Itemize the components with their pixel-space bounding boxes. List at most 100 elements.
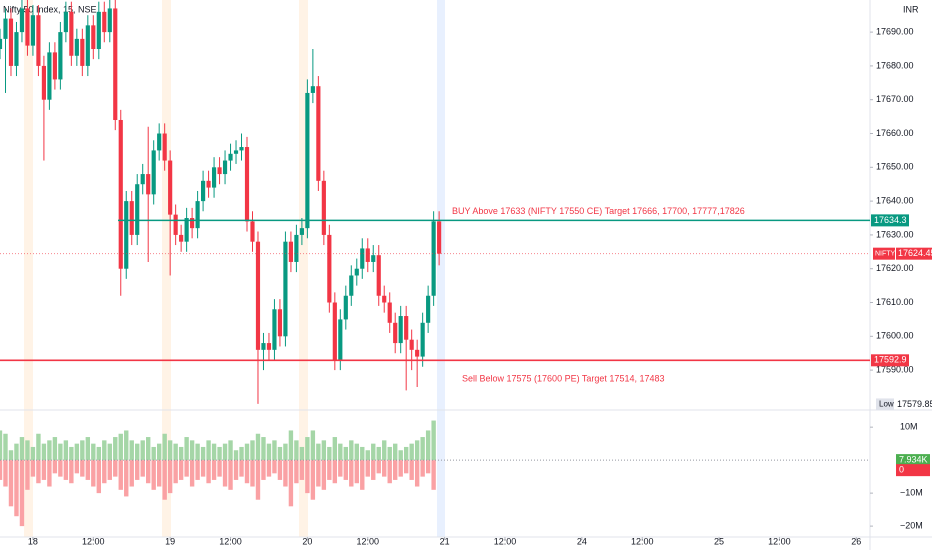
candle-body xyxy=(47,52,52,100)
volume-bar xyxy=(36,433,41,461)
volume-bar xyxy=(118,460,123,490)
volume-bar xyxy=(58,460,63,477)
volume-bar xyxy=(36,460,41,484)
candle-body xyxy=(360,248,365,269)
candle-body xyxy=(272,309,277,350)
candle-body xyxy=(398,316,403,344)
y-tick-label: 17650.00 xyxy=(876,162,914,172)
volume-bar xyxy=(354,460,359,484)
candle-body xyxy=(233,150,239,154)
volume-bar xyxy=(124,460,129,497)
volume-bar xyxy=(299,446,305,461)
candle-body xyxy=(294,234,299,262)
candle-body xyxy=(376,255,381,296)
volume-bar xyxy=(47,440,52,461)
volume-bar xyxy=(414,460,420,487)
low-label: Low xyxy=(879,400,894,409)
volume-bar xyxy=(371,443,376,461)
level-badge xyxy=(871,354,909,367)
session-band xyxy=(299,0,308,537)
volume-bar xyxy=(272,440,277,461)
volume-bar xyxy=(195,443,200,461)
candle-body xyxy=(173,214,178,235)
volume-bar xyxy=(30,460,36,477)
candle-body xyxy=(382,295,387,303)
session-band xyxy=(162,0,171,537)
volume-bar xyxy=(332,437,338,461)
volume-bar xyxy=(425,430,431,461)
volume-bar xyxy=(107,460,112,480)
volume-bar xyxy=(294,440,299,461)
volume-bar xyxy=(250,440,255,461)
volume-bar xyxy=(162,433,167,461)
candle-body xyxy=(354,268,359,276)
volume-bar xyxy=(8,450,14,461)
y-tick-label: 17640.00 xyxy=(876,195,914,205)
volume-bar xyxy=(425,460,431,474)
candle-body xyxy=(162,133,167,161)
candle-body xyxy=(179,234,184,242)
candle-body xyxy=(222,160,228,175)
volume-bar xyxy=(310,430,316,461)
candle-body xyxy=(343,295,348,320)
x-tick-label: 26 xyxy=(851,536,861,546)
candle-body xyxy=(8,18,14,66)
volume-bar xyxy=(239,446,244,461)
volume-bar xyxy=(371,460,376,480)
level-badge xyxy=(871,214,909,227)
volume-bar xyxy=(52,437,58,461)
volume-bar xyxy=(327,460,332,480)
candle-body xyxy=(25,8,30,46)
volume-bar xyxy=(211,460,217,480)
value-badge-label: 0 xyxy=(899,465,904,475)
volume-bar xyxy=(58,443,63,461)
volume-bar xyxy=(47,460,52,487)
volume-bar xyxy=(376,460,381,474)
candle-body xyxy=(316,86,321,181)
candle-body xyxy=(118,119,123,269)
volume-bar xyxy=(162,460,167,500)
candle-body xyxy=(58,32,63,80)
volume-bar xyxy=(354,443,359,461)
volume-bar xyxy=(321,440,327,461)
candle-body xyxy=(107,8,112,33)
volume-bar xyxy=(217,460,222,477)
volume-tick-label: −10M xyxy=(900,488,923,498)
volume-bar xyxy=(41,443,47,461)
y-tick-label: 17600.00 xyxy=(876,331,914,341)
volume-bar xyxy=(321,460,327,490)
volume-bar xyxy=(349,460,354,487)
volume-bar xyxy=(0,460,3,480)
volume-bar xyxy=(393,460,398,480)
low-badge xyxy=(876,398,894,411)
volume-bar xyxy=(420,437,425,461)
volume-bar xyxy=(85,437,91,461)
candle-body xyxy=(135,184,140,235)
candle-body xyxy=(277,309,283,337)
candle-body xyxy=(3,18,8,39)
volume-bar xyxy=(80,460,85,477)
volume-bar xyxy=(387,460,392,484)
candle-body xyxy=(151,150,156,195)
candle-body xyxy=(74,38,79,56)
volume-bar xyxy=(398,450,403,461)
volume-bar xyxy=(393,443,398,461)
volume-bar xyxy=(189,440,195,461)
candle-body xyxy=(113,8,118,120)
y-tick-label: 17680.00 xyxy=(876,60,914,70)
volume-bar xyxy=(261,460,266,480)
candle-body xyxy=(299,228,304,235)
volume-bar xyxy=(8,460,14,507)
volume-bar xyxy=(3,433,8,461)
volume-bar xyxy=(146,460,151,484)
candle-body xyxy=(41,65,46,100)
volume-bar xyxy=(129,440,134,461)
volume-bar xyxy=(316,460,321,487)
candle-body xyxy=(365,248,370,262)
level-annotation: BUY Above 17633 (NIFTY 17550 CE) Target … xyxy=(452,206,745,216)
candle-body xyxy=(206,180,211,188)
volume-bar xyxy=(189,460,195,487)
chart-title: Nifty 50 Index, 15, NSE xyxy=(3,4,97,14)
volume-bar xyxy=(102,440,107,461)
candle-body xyxy=(228,153,233,161)
